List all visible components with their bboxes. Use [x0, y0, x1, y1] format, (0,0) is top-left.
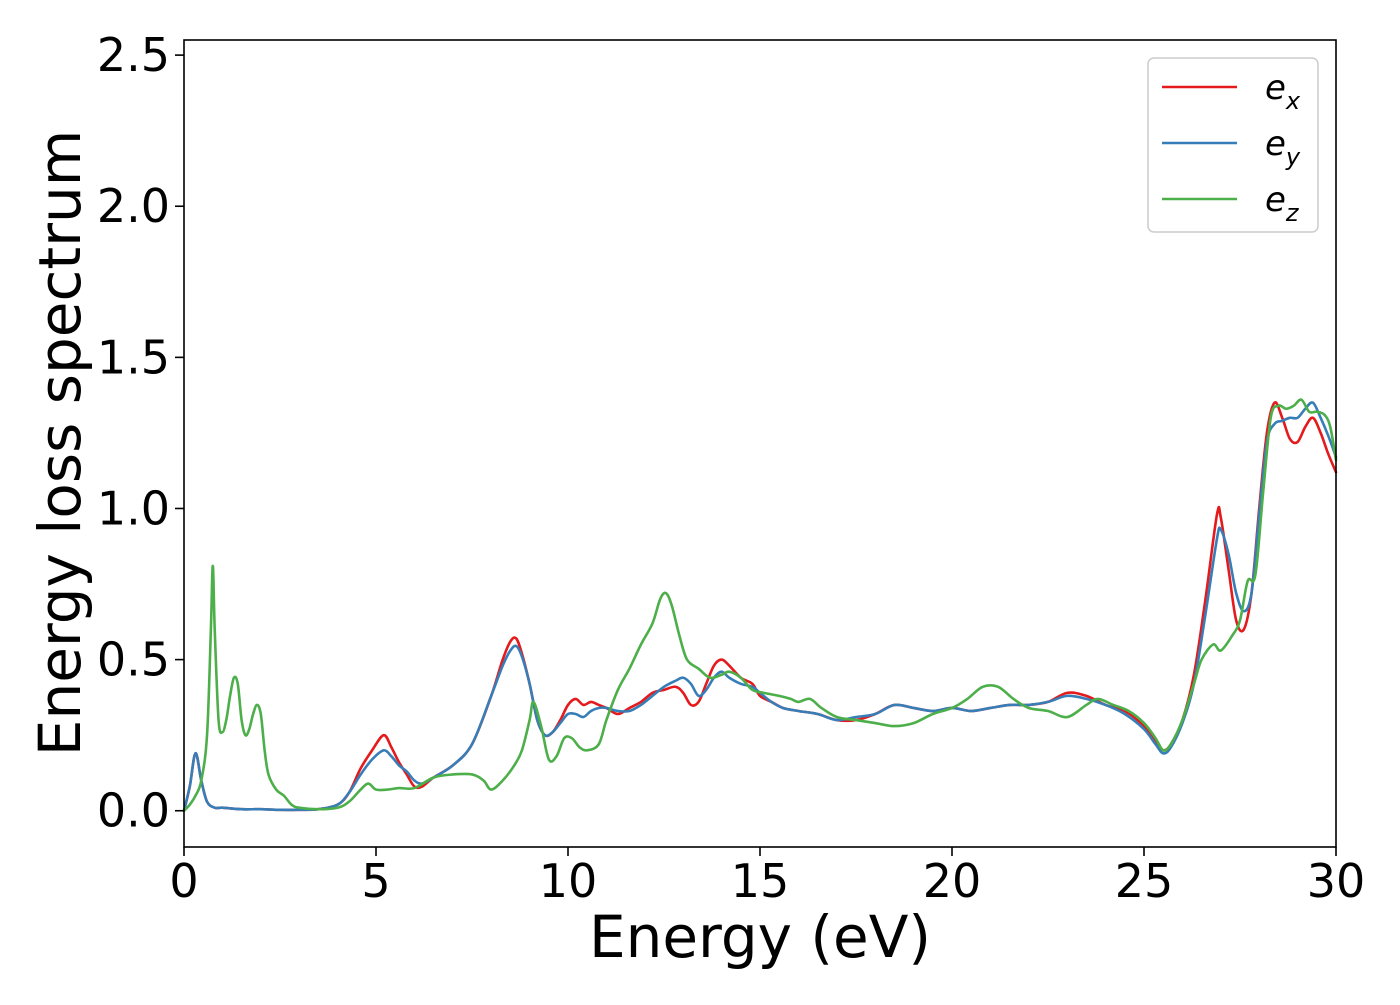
- y-tick-label: 2.5: [97, 28, 170, 82]
- x-tick-label: 20: [923, 854, 982, 908]
- y-axis-ticks: 0.0 0.5 1.0 1.5 2.0 2.5: [97, 28, 184, 838]
- y-tick-label: 0.5: [97, 633, 170, 687]
- y-tick-label: 2.0: [97, 179, 170, 233]
- x-tick-label: 25: [1115, 854, 1174, 908]
- legend-label-e-y: ey: [1265, 124, 1301, 171]
- x-tick-label: 0: [169, 854, 198, 908]
- legend-label-e-x: ex: [1265, 68, 1301, 115]
- y-tick-label: 1.5: [97, 330, 170, 384]
- series-line-e-x: [182, 401, 1338, 813]
- x-tick-label: 5: [361, 854, 390, 908]
- series-line-e-y: [182, 401, 1338, 813]
- series-layer: [182, 398, 1338, 813]
- y-tick-label: 1.0: [97, 481, 170, 535]
- legend-entries: ex ey ez: [1162, 68, 1301, 227]
- legend-label-e-z: ez: [1265, 180, 1300, 227]
- x-axis-label: Energy (eV): [589, 903, 931, 971]
- series-line-e-z: [182, 398, 1338, 813]
- x-tick-label: 10: [539, 854, 598, 908]
- x-axis-ticks: 0 5 10 15 20 25 30: [169, 847, 1365, 908]
- y-axis-label: Energy loss spectrum: [26, 130, 94, 756]
- legend-box: [1147, 57, 1319, 233]
- legend: ex ey ez: [1147, 57, 1319, 233]
- y-tick-label: 0.0: [97, 784, 170, 838]
- plot-background: [184, 40, 1336, 847]
- x-tick-label: 15: [731, 854, 790, 908]
- x-tick-label: 30: [1307, 854, 1366, 908]
